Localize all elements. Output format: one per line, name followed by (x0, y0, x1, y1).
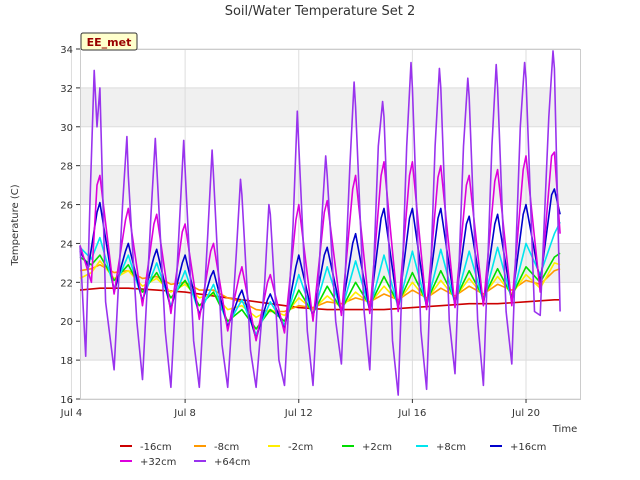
y-tick-label: 24 (60, 239, 73, 250)
x-tick-label: Jul 4 (60, 408, 83, 419)
station-badge-label: EE_met (87, 36, 132, 49)
legend: -16cm -8cm -2cm +2cm +8cm +16cm +32cm +64cm (120, 442, 546, 468)
y-axis-ticks: 16 18 20 22 24 26 28 30 32 34 (60, 45, 80, 406)
legend-label: +2cm (362, 442, 392, 453)
plot-frame (80, 49, 581, 400)
series-line (79, 287, 561, 311)
x-tick-label: Jul 12 (284, 408, 313, 419)
y-tick-label: 30 (60, 123, 73, 134)
y-tick-label: 26 (60, 201, 73, 212)
legend-label: -2cm (288, 442, 313, 453)
plot-band (80, 165, 580, 205)
legend-label: -16cm (140, 442, 172, 453)
series-layer (79, 50, 561, 396)
station-badge: EE_met (80, 32, 138, 51)
plot-band (80, 321, 580, 361)
plot-band (80, 126, 580, 166)
y-tick-label: 20 (60, 317, 73, 328)
y-tick-label: 32 (60, 84, 73, 95)
y-tick-label: 16 (60, 395, 73, 406)
x-tick-label: Jul 16 (397, 408, 426, 419)
y-axis-label: Temperature (C) (10, 184, 21, 266)
y-tick-label: 18 (60, 356, 73, 367)
plot-band (80, 49, 580, 88)
plot-band (80, 360, 580, 399)
series-line (79, 50, 561, 396)
x-axis-label: Time (552, 424, 577, 435)
legend-label: -8cm (214, 442, 239, 453)
station-badge-box (80, 32, 138, 51)
plot-band (80, 87, 580, 127)
y-tick-label: 34 (60, 45, 73, 56)
legend-label: +32cm (140, 457, 176, 468)
legend-label: +64cm (214, 457, 250, 468)
legend-label: +16cm (510, 442, 546, 453)
y-tick-label: 22 (60, 278, 73, 289)
legend-label: +8cm (436, 442, 466, 453)
y-tick-label: 28 (60, 162, 73, 173)
chart-title: Soil/Water Temperature Set 2 (225, 4, 416, 19)
x-axis-ticks: Jul 4 Jul 8 Jul 12 Jul 16 Jul 20 (60, 399, 540, 419)
x-tick-label: Jul 20 (511, 408, 540, 419)
x-tick-label: Jul 8 (173, 408, 196, 419)
